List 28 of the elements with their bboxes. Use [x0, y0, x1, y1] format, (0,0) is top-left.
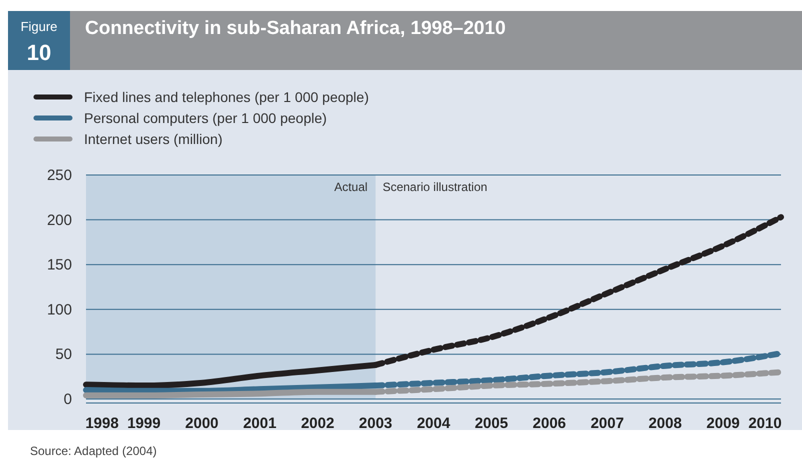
y-tick-label: 250: [46, 167, 72, 184]
x-tick-label: 2004: [416, 415, 451, 432]
band-label: Actual: [334, 180, 368, 194]
y-tick-label: 150: [46, 256, 72, 274]
y-tick-label: 200: [46, 212, 72, 229]
legend-label: Fixed lines and telephones (per 1 000 people): [84, 89, 369, 105]
x-tick-label: 1998: [85, 415, 119, 432]
y-tick-label: 100: [46, 301, 72, 318]
y-tick-label: 50: [55, 346, 72, 364]
x-tick-label: 2009: [706, 415, 740, 432]
annotation: Scenario illustration: [382, 180, 488, 194]
legend-label: Internet users (million): [84, 131, 222, 147]
text: 10: [26, 40, 52, 65]
x-tick-label: 2008: [648, 415, 682, 432]
x-tick-label: 2010: [748, 415, 782, 432]
x-tick-label: 1999: [127, 415, 161, 432]
text: Figure: [20, 19, 58, 34]
x-tick-label: 2006: [532, 415, 566, 432]
legend-label: Personal computers (per 1 000 people): [84, 110, 327, 126]
x-tick-label: 2005: [474, 415, 508, 432]
x-tick-label: 2007: [590, 415, 624, 432]
x-tick-label: 2002: [300, 415, 334, 432]
y-tick-label: 0: [64, 391, 72, 408]
chart-title: Connectivity in sub-Saharan Africa, 1998–2010: [85, 18, 506, 39]
x-tick-label: 2000: [185, 415, 219, 432]
x-tick-label: 2003: [358, 415, 392, 432]
source-note: Source: Adapted (2004): [30, 444, 157, 458]
x-tick-label: 2001: [243, 415, 276, 432]
